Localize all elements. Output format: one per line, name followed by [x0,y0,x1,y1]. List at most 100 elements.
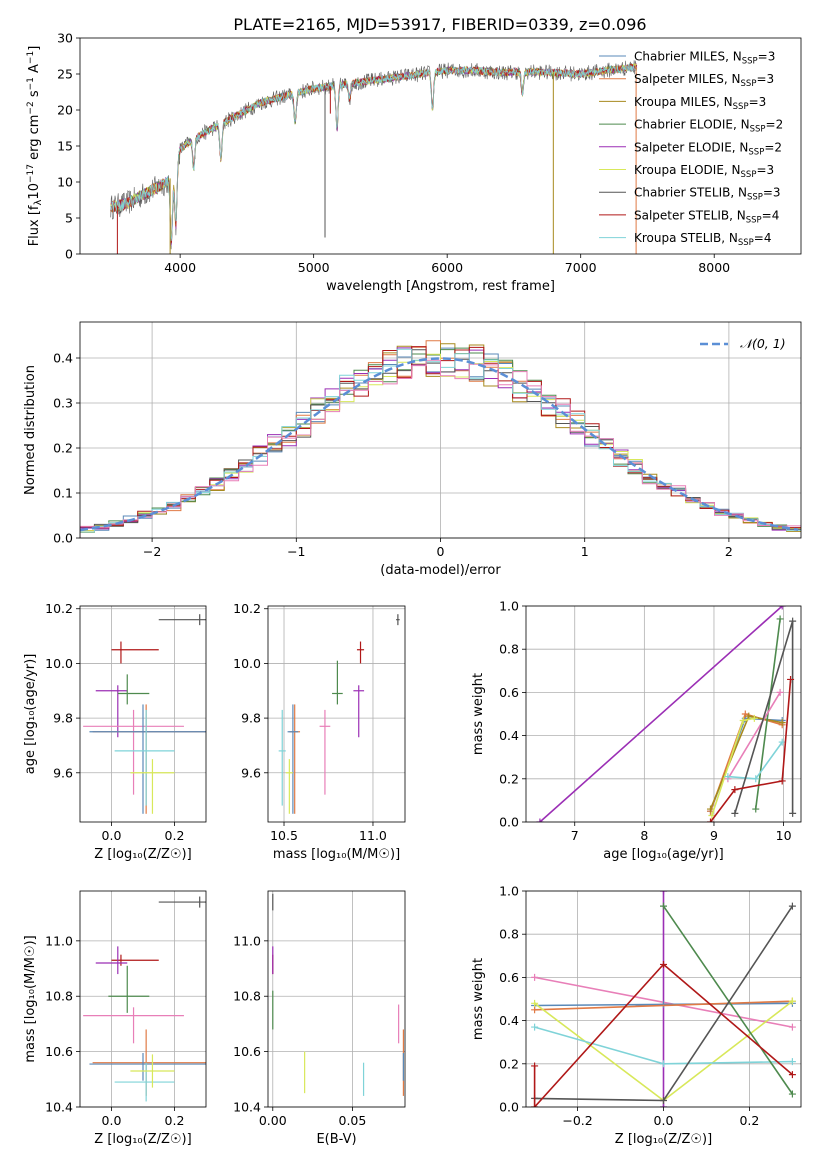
y-tick-label: 0.6 [499,685,519,700]
y-tick-label: 10.0 [45,656,73,671]
x-axis-label: (data-model)/error [380,563,501,578]
weight-marker [745,712,753,720]
weight-marker [724,773,732,781]
plot-area [278,614,400,814]
legend-label-text: Chabrier ELODIE, N [634,118,750,132]
x-tick-label: 0.2 [739,1113,759,1128]
weight-line [727,691,781,780]
legend-label: Kroupa STELIB, NSSP=4 [634,231,772,248]
legend-label: Chabrier MILES, NSSP=3 [634,50,775,67]
y-tick-label: 0.4 [53,351,73,366]
weight-marker [788,1071,796,1079]
y-tick-label: 0.3 [53,396,73,411]
y-axis-label-part: s [27,90,42,101]
weight-marker [739,716,747,724]
weight-marker [708,812,716,820]
weight-line [534,1000,793,1011]
x-tick-label: 10.5 [270,828,298,843]
plot-area [272,893,405,1096]
weight-marker [531,999,539,1007]
weight-line [533,963,793,1107]
weight-marker [660,1103,667,1107]
legend-label-sub: SSP [750,125,766,135]
x-tick-label: −2 [143,544,161,559]
x-axis-label: E(B-V) [316,1132,356,1147]
legend-label-sub: SSP [747,193,763,203]
weight-marker [788,997,796,1005]
x-tick-label: 0.2 [165,828,185,843]
weight-marker [660,902,667,910]
x-tick-label: 0.0 [654,1113,674,1128]
y-tick-label: 1.0 [499,884,519,899]
y-tick-label: 10.2 [45,601,73,616]
y-tick-label: 10.8 [233,989,261,1004]
x-tick-label: 7 [571,828,579,843]
legend-label: 𝒩(0, 1) [740,336,786,351]
axes-frame [267,605,406,823]
x-axis-label: age [log₁₀(age/yr)] [603,847,724,862]
figure-title: PLATE=2165, MJD=53917, FIBERID=0339, z=0… [233,15,646,34]
y-axis-label-part: ] [27,46,42,51]
x-axis-label: mass [log₁₀(M/M☉)] [273,847,400,862]
y-tick-label: 9.6 [241,765,261,780]
y-axis-label-part: A [27,64,42,77]
legend-label-suffix: =3 [758,50,776,64]
legend-label-text: Kroupa ELODIE, N [634,163,741,177]
weight-marker [788,902,796,910]
legend-label-text: Salpeter ELODIE, N [634,140,748,154]
plot-area [80,340,801,538]
y-tick-label: 9.6 [53,765,73,780]
weight-marker [788,1090,796,1098]
y-tick-label: 1.0 [499,599,519,614]
legend-label-text: Salpeter STELIB, N [634,208,746,222]
legend-label-sub: SSP [746,215,762,225]
y-tick-label: 11.0 [233,933,261,948]
y-tick-label: 0.1 [53,486,73,501]
y-tick-label: 10.0 [233,656,261,671]
y-tick-label: 0.2 [53,441,73,456]
weight-marker [706,818,714,822]
y-tick-label: 10 [57,175,73,190]
legend-label-suffix: =3 [749,95,767,109]
weight-line [662,905,794,1095]
weight-marker [531,973,539,981]
x-tick-label: 2 [725,544,733,559]
legend-label-text: Chabrier MILES, N [634,50,742,64]
histogram-step [80,359,801,538]
axes-frame [267,890,406,1108]
weight-marker [776,615,784,623]
x-axis-label: Z [log₁₀(Z/Z☉)] [615,1132,712,1147]
legend-label-suffix: =4 [754,231,772,245]
weight-marker [788,1058,796,1066]
y-axis-label: mass weight [471,958,486,1040]
legend-label: Chabrier STELIB, NSSP=3 [634,186,781,203]
weight-marker [660,960,667,968]
y-tick-label: 30 [57,31,73,46]
axes-frame [525,890,802,1108]
plot-area [536,606,797,822]
x-tick-label: 0.00 [259,1113,287,1128]
legend-label: Salpeter STELIB, NSSP=4 [634,208,779,225]
x-tick-label: 1 [581,544,589,559]
x-tick-label: 10 [776,828,792,843]
legend-label-suffix: =3 [756,72,774,86]
x-tick-label: 5000 [298,260,330,275]
y-tick-label: 0.6 [499,970,519,985]
weight-vs-metallicity-panel: −0.2 0.0 0.2 0.0 0.2 0.4 0.6 0.8 1.0 Z [log₁₀(Z/Z… [471,884,802,1147]
weight-marker [536,818,544,822]
age-vs-mass-panel: 10.5 11.0 9.6 9.8 10.0 10.2 mass [log₁₀(M/M☉)] [233,601,406,862]
weight-marker [752,805,760,813]
weight-marker [778,719,786,727]
legend-label-suffix: =3 [756,163,774,177]
x-tick-label: −0.2 [562,1113,592,1128]
y-tick-label: 10.2 [233,601,261,616]
weight-marker [778,777,786,785]
plot-area [83,614,206,814]
y-tick-label: 11.0 [45,933,73,948]
x-tick-label: 11.0 [359,828,387,843]
x-tick-label: −1 [287,544,305,559]
x-tick-label: 0.0 [102,1113,122,1128]
weight-marker [531,1023,539,1031]
